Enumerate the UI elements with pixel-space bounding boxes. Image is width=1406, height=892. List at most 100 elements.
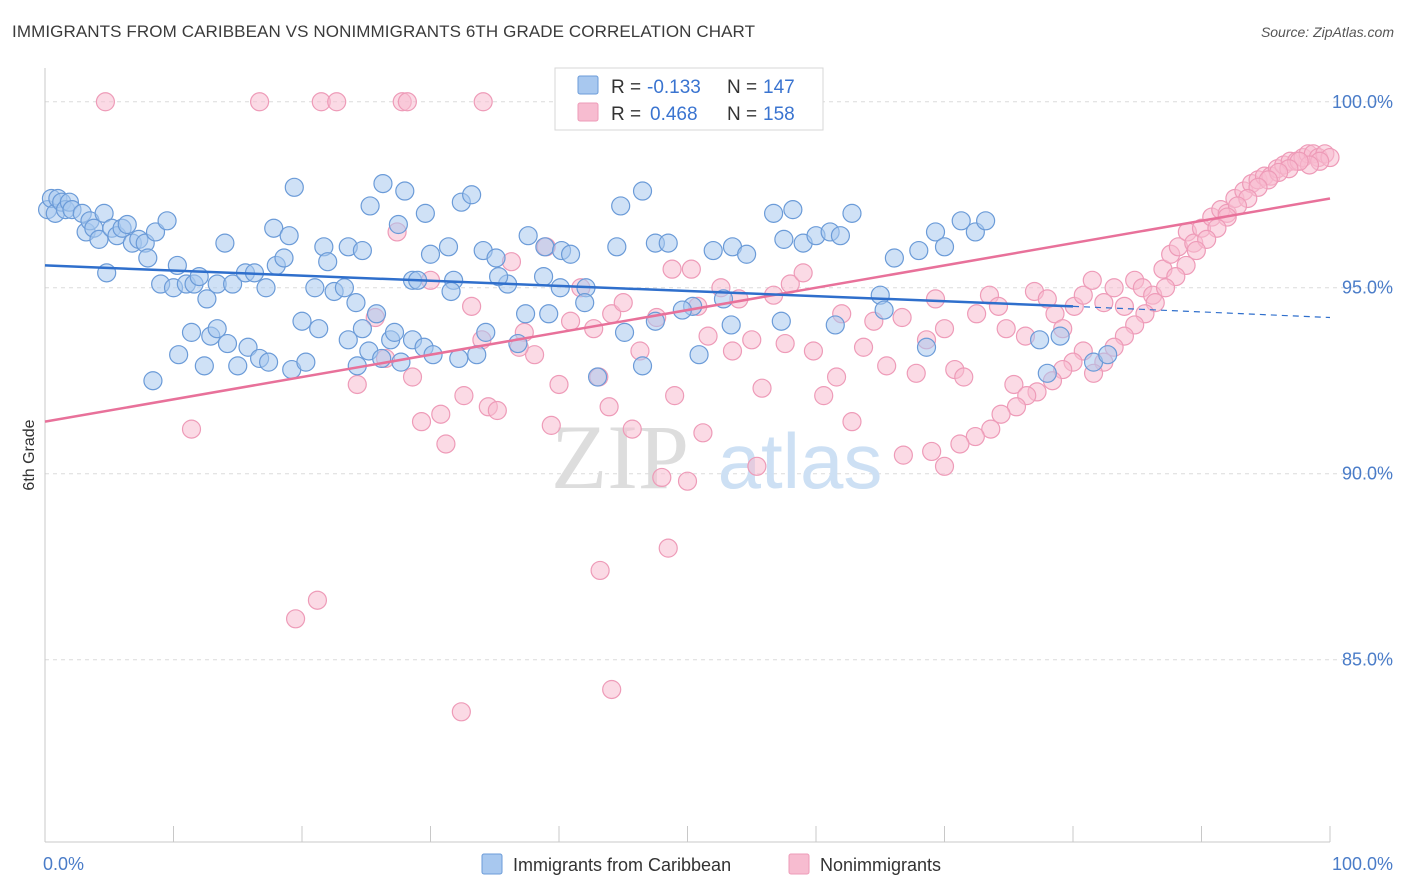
- y-tick-label-3: 85.0%: [1342, 650, 1393, 670]
- nonimmigrant-point-9: [285, 609, 306, 629]
- caribbean-point-67: [486, 248, 506, 268]
- caribbean-point-105: [217, 333, 238, 354]
- nonimmigrant-point-125: [1186, 240, 1206, 261]
- nonimmigrant-point-148: [922, 441, 942, 462]
- nonimmigrant-point-24: [487, 400, 507, 421]
- caribbean-point-148: [1050, 326, 1070, 346]
- nonimmigrant-point-54: [803, 341, 824, 361]
- caribbean-point-72: [560, 244, 581, 264]
- nonimmigrant-point-1: [249, 92, 270, 112]
- watermark: ZIP atlas: [551, 406, 882, 508]
- caribbean-point-147: [1037, 363, 1057, 383]
- nonimmigrant-point-150: [747, 456, 767, 476]
- nonimmigrant-point-151: [693, 423, 713, 443]
- legend-n-label-1: N =: [727, 77, 757, 98]
- caribbean-point-12: [89, 229, 109, 249]
- legend-n-value-2: 158: [763, 104, 795, 125]
- nonimmigrant-point-69: [967, 304, 987, 324]
- y-axis-title: 6th Grade: [21, 419, 38, 490]
- caribbean-point-106: [228, 356, 248, 376]
- caribbean-point-80: [703, 240, 723, 261]
- nonimmigrant-point-41: [665, 386, 685, 406]
- y-tick-label-0: 100.0%: [1332, 92, 1393, 112]
- nonimmigrant-point-155: [590, 560, 610, 581]
- caribbean-point-139: [689, 345, 709, 365]
- chart-title: IMMIGRANTS FROM CARIBBEAN VS NONIMMIGRAN…: [12, 22, 756, 41]
- caribbean-point-123: [441, 281, 461, 302]
- legend-r-label-1: R =: [611, 77, 641, 98]
- series-legend-label-caribbean: Immigrants from Caribbean: [513, 855, 731, 875]
- nonimmigrant-point-49: [752, 378, 772, 398]
- nonimmigrant-point-31: [560, 311, 581, 331]
- caribbean-point-48: [334, 278, 355, 298]
- legend-r-label-2: R =: [611, 104, 641, 125]
- nonimmigrant-point-30: [549, 374, 569, 395]
- nonimmigrant-point-40: [662, 259, 682, 279]
- series-legend-swatch-pink: [788, 853, 810, 875]
- nonimmigrant-point-15: [402, 367, 423, 387]
- caribbean-point-95: [934, 237, 955, 257]
- caribbean-point-109: [258, 352, 279, 372]
- caribbean-point-69: [518, 226, 538, 246]
- nonimmigrant-point-143: [991, 404, 1011, 424]
- nonimmigrant-point-5: [397, 92, 417, 112]
- nonimmigrant-point-128: [1155, 278, 1176, 298]
- nonimmigrant-point-16: [411, 412, 432, 432]
- nonimmigrant-point-55: [814, 386, 834, 406]
- nonimmigrant-point-159: [599, 397, 619, 417]
- caribbean-point-23: [145, 222, 166, 242]
- nonimmigrant-point-29: [541, 415, 561, 435]
- nonimmigrant-point-51: [775, 333, 795, 354]
- caribbean-point-74: [607, 237, 627, 257]
- caribbean-point-37: [256, 278, 276, 298]
- caribbean-point-127: [489, 266, 509, 287]
- trend-line-caribbean: [44, 264, 1074, 308]
- nonimmigrant-point-84: [1114, 296, 1135, 316]
- caribbean-point-44: [305, 278, 325, 298]
- correlation-legend: R = -0.133 N = 147 R = 0.468 N = 158: [554, 67, 824, 131]
- caribbean-point-62: [438, 237, 459, 257]
- caribbean-point-145: [916, 337, 937, 357]
- nonimmigrant-point-63: [906, 363, 926, 383]
- nonimmigrant-point-142: [1006, 397, 1027, 417]
- watermark-atlas: atlas: [718, 417, 883, 505]
- nonimmigrant-point-144: [981, 419, 1001, 439]
- caribbean-point-98: [976, 211, 996, 231]
- nonimmigrant-point-154: [677, 471, 698, 491]
- caribbean-point-130: [533, 266, 554, 287]
- y-tick-label-1: 95.0%: [1342, 278, 1393, 298]
- caribbean-point-132: [550, 278, 570, 298]
- caribbean-point-85: [783, 200, 803, 220]
- nonimmigrant-point-146: [950, 434, 970, 454]
- caribbean-point-65: [462, 185, 482, 205]
- nonimmigrant-point-27: [524, 345, 545, 365]
- trend-lines: [44, 197, 1331, 423]
- caribbean-point-34: [223, 274, 243, 294]
- nonimmigrant-point-68: [954, 367, 974, 387]
- caribbean-point-90: [842, 203, 862, 223]
- caribbean-point-111: [296, 352, 316, 372]
- caribbean-point-53: [366, 304, 387, 324]
- nonimmigrant-point-62: [892, 307, 912, 328]
- caribbean-point-61: [420, 244, 441, 264]
- y-tick-label-2: 90.0%: [1342, 464, 1393, 484]
- caribbean-point-135: [614, 322, 635, 342]
- nonimmigrant-point-72: [996, 319, 1016, 339]
- nonimmigrant-point-36: [613, 293, 633, 313]
- caribbean-point-76: [632, 181, 653, 201]
- nonimmigrant-point-48: [742, 330, 762, 350]
- gridlines: [45, 101, 1390, 661]
- caribbean-point-143: [825, 315, 845, 335]
- nonimmigrant-point-53: [793, 263, 813, 283]
- caribbean-point-99: [143, 371, 163, 391]
- caribbean-point-70: [535, 237, 555, 257]
- nonimmigrant-point-6: [473, 92, 493, 112]
- nonimmigrant-point-157: [451, 702, 471, 722]
- caribbean-point-13: [94, 203, 114, 223]
- series-legend-swatch-blue: [481, 853, 503, 875]
- caribbean-point-118: [384, 322, 405, 342]
- nonimmigrant-point-71: [988, 296, 1009, 316]
- nonimmigrant-point-153: [652, 467, 672, 488]
- nonimmigrant-point-0: [95, 92, 115, 112]
